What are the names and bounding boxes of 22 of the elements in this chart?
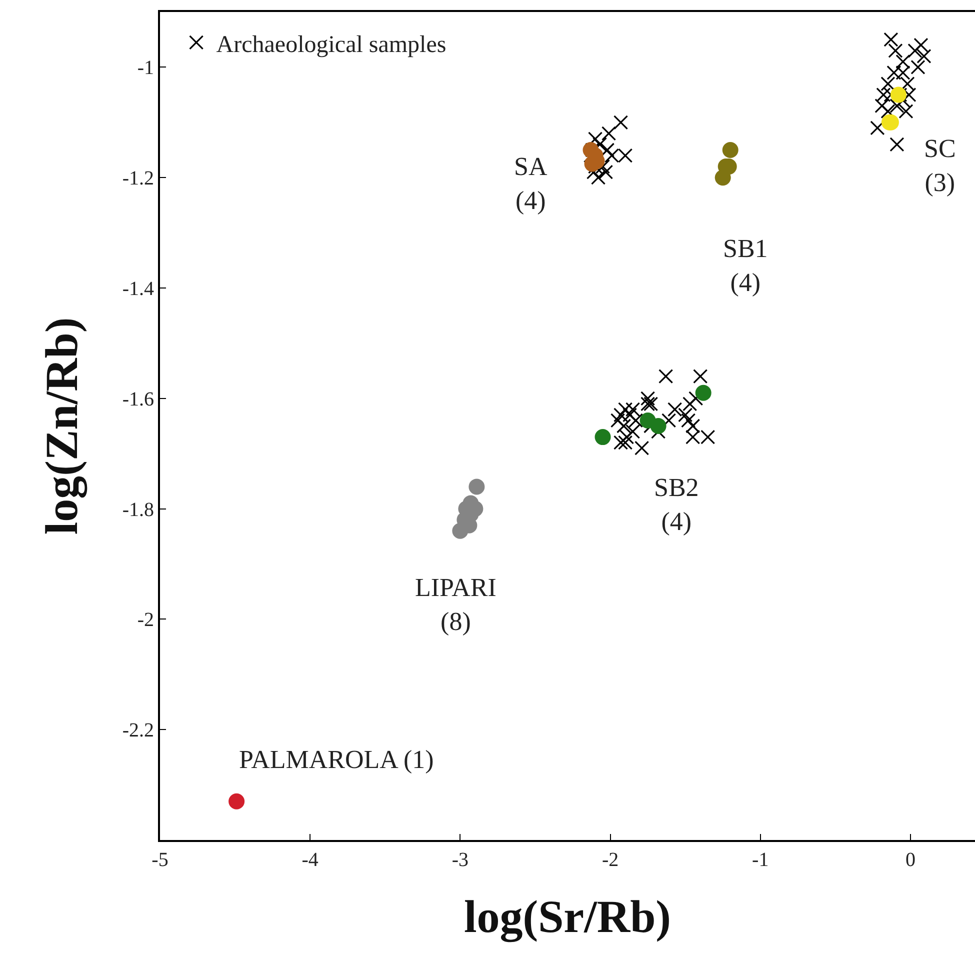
- annotation: SB2 (4): [654, 473, 699, 536]
- y-tick-label: -2: [137, 609, 154, 632]
- y-tick-label: -2.2: [122, 720, 154, 742]
- annotation: LIPARI (8): [415, 573, 496, 636]
- y-tick-label: -1.8: [122, 498, 154, 521]
- x-tick-label: -1: [752, 849, 769, 871]
- y-tick-label: -1.2: [122, 168, 154, 190]
- legend-label: Archaeological samples: [216, 32, 446, 58]
- y-tick-label: -1.4: [122, 278, 154, 300]
- y-tick-label: -1.6: [122, 388, 154, 410]
- annotation: SC (3): [924, 134, 956, 197]
- x-tick-label: -5: [152, 849, 168, 871]
- x-tick-label: 0: [905, 849, 916, 871]
- x-tick-label: -4: [302, 849, 318, 871]
- x-axis-title: log(Sr/Rb): [464, 891, 671, 944]
- annotation: SB1 (4): [723, 234, 768, 297]
- y-tick-label: -1: [137, 57, 154, 80]
- y-axis-title: log(Zn/Rb): [36, 317, 88, 535]
- x-tick-label: -3: [452, 849, 469, 871]
- annotation: PALMAROLA (1): [239, 745, 434, 774]
- annotation: SA (4): [514, 152, 548, 215]
- x-tick-label: -2: [602, 849, 619, 871]
